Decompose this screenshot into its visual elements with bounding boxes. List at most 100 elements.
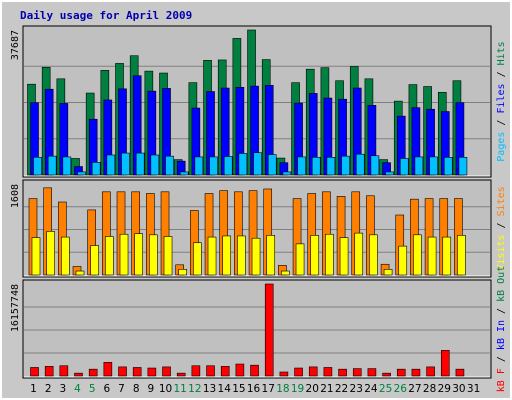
bar-kb-f-day-14 xyxy=(220,366,230,377)
bar-kb-f-day-2 xyxy=(44,366,54,377)
bar-pages-day-8 xyxy=(135,152,145,176)
bar-kb-f-day-5 xyxy=(88,368,98,377)
bar-kb-f-day-22 xyxy=(338,368,347,377)
bar-visits-day-3 xyxy=(61,236,70,276)
bar-pages-day-14 xyxy=(223,156,233,176)
day-label-19: 19 xyxy=(291,383,304,395)
day-label-1: 1 xyxy=(30,383,37,395)
bar-kb-f-day-17 xyxy=(264,283,274,377)
legend-part: Hits xyxy=(496,41,507,65)
bar-visits-day-18 xyxy=(281,270,290,276)
bar-kb-f-day-27 xyxy=(411,368,421,377)
bar-pages-day-21 xyxy=(326,157,336,176)
bar-pages-day-18 xyxy=(282,171,292,176)
bar-kb-f-day-6 xyxy=(103,362,113,377)
day-label-26: 26 xyxy=(394,383,408,395)
series-legend-label: Visits / Sites xyxy=(496,186,507,270)
bar-kb-f-day-15 xyxy=(235,363,245,377)
bar-kb-f-day-18 xyxy=(279,371,289,377)
day-label-9: 9 xyxy=(148,383,155,395)
day-label-5: 5 xyxy=(89,383,96,395)
legend-part: Pages xyxy=(496,132,507,162)
bar-kb-f-day-19 xyxy=(294,367,303,377)
bar-pages-day-27 xyxy=(414,156,424,176)
bar-visits-day-11 xyxy=(178,269,187,276)
bar-pages-day-12 xyxy=(194,156,204,176)
bar-visits-day-30 xyxy=(457,235,466,276)
bar-visits-day-7 xyxy=(119,233,129,276)
day-label-10: 10 xyxy=(159,383,172,395)
panels-group: 37687 Pages / Files / Hits 1608 Visits / Si… xyxy=(10,25,507,392)
day-label-21: 21 xyxy=(320,383,333,395)
bar-visits-day-2 xyxy=(46,231,55,276)
bar-visits-day-16 xyxy=(251,237,261,276)
bar-pages-day-20 xyxy=(311,157,321,176)
bar-pages-day-25 xyxy=(385,171,394,176)
bar-kb-f-day-23 xyxy=(352,368,362,377)
day-label-12: 12 xyxy=(188,383,201,395)
bar-kb-f-day-21 xyxy=(323,367,333,377)
bar-visits-day-14 xyxy=(222,235,232,276)
bar-pages-day-17 xyxy=(267,154,277,176)
day-label-16: 16 xyxy=(247,383,261,395)
day-label-7: 7 xyxy=(118,383,125,395)
bar-visits-day-9 xyxy=(149,234,158,276)
bar-kb-f-day-11 xyxy=(176,372,186,377)
panel-visits-sites: 1608 Visits / Sites xyxy=(10,179,507,278)
bar-kb-f-day-7 xyxy=(118,366,127,377)
day-label-11: 11 xyxy=(174,383,187,395)
bar-pages-day-16 xyxy=(253,152,262,176)
bar-pages-day-2 xyxy=(47,155,57,176)
ymax-label: 1608 xyxy=(10,184,21,208)
series-legend-label: Pages / Files / Hits xyxy=(496,41,507,161)
day-label-2: 2 xyxy=(45,383,52,395)
bar-visits-day-12 xyxy=(193,242,202,276)
bar-pages-day-24 xyxy=(370,155,380,176)
bar-kb-f-day-12 xyxy=(191,365,201,377)
chart-title: Daily usage for April 2009 xyxy=(20,9,192,22)
bar-kb-f-day-25 xyxy=(382,372,391,377)
day-label-8: 8 xyxy=(133,383,140,395)
bar-visits-day-1 xyxy=(31,237,41,276)
bar-pages-day-26 xyxy=(399,158,409,176)
series-legend-label: kB F / kB In / kB Out xyxy=(496,266,507,392)
bar-visits-day-23 xyxy=(354,232,364,276)
bar-visits-day-17 xyxy=(266,235,276,276)
day-label-22: 22 xyxy=(335,383,348,395)
bar-visits-day-22 xyxy=(339,237,349,276)
day-label-25: 25 xyxy=(379,383,392,395)
bar-pages-day-11 xyxy=(179,171,189,176)
legend-part: / xyxy=(496,114,507,132)
bar-visits-day-21 xyxy=(325,233,334,276)
day-label-13: 13 xyxy=(203,383,216,395)
bar-visits-day-5 xyxy=(90,245,99,276)
bar-pages-day-30 xyxy=(458,157,468,176)
bar-visits-day-4 xyxy=(75,270,85,276)
bar-kb-f-day-9 xyxy=(147,367,157,377)
bar-kb-f-day-3 xyxy=(59,365,69,377)
day-label-24: 24 xyxy=(364,383,378,395)
bar-kb-f-day-30 xyxy=(455,368,465,377)
bar-kb-f-day-26 xyxy=(396,368,406,377)
bar-pages-day-1 xyxy=(33,157,42,176)
bar-pages-day-13 xyxy=(209,156,218,176)
legend-part: Files xyxy=(496,83,507,113)
day-label-23: 23 xyxy=(350,383,363,395)
bar-visits-day-6 xyxy=(105,236,114,276)
bar-visits-day-29 xyxy=(442,236,452,276)
bar-visits-day-10 xyxy=(163,236,173,276)
day-label-27: 27 xyxy=(408,383,421,395)
legend-part: kB F xyxy=(496,368,507,392)
bar-visits-day-19 xyxy=(295,243,305,276)
bar-pages-day-5 xyxy=(91,162,101,176)
bar-pages-day-9 xyxy=(150,154,160,176)
bar-kb-f-day-16 xyxy=(250,364,259,377)
day-label-28: 28 xyxy=(423,383,436,395)
day-label-3: 3 xyxy=(59,383,66,395)
bar-visits-day-20 xyxy=(310,235,320,276)
panel-background xyxy=(22,279,492,379)
bar-kb-f-day-8 xyxy=(132,367,142,377)
day-label-14: 14 xyxy=(218,383,232,395)
day-label-31: 31 xyxy=(467,383,480,395)
bar-visits-day-13 xyxy=(207,236,217,276)
